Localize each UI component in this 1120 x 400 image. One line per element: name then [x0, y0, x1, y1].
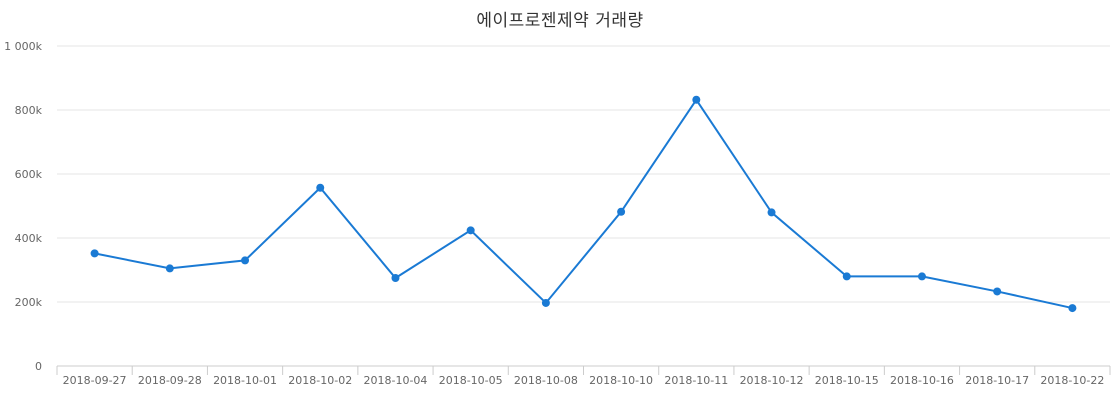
- data-point[interactable]: [316, 183, 325, 192]
- data-point[interactable]: [617, 207, 626, 216]
- data-point[interactable]: [692, 95, 701, 104]
- x-axis-ticks: 2018-09-27 2018-09-28 2018-10-01 2018-10-02…: [56, 366, 1111, 387]
- y-tick-label: 800k: [15, 104, 43, 117]
- x-tick-label: 2018-10-15: [815, 374, 879, 387]
- y-tick-label: 600k: [15, 168, 43, 181]
- data-point[interactable]: [90, 249, 99, 258]
- y-tick-label: 400k: [15, 232, 43, 245]
- x-tick-label: 2018-10-22: [1040, 374, 1104, 387]
- y-axis-ticks: 0 200k 400k 600k 800k 1 000k: [4, 40, 42, 373]
- series-line: [94, 97, 1073, 310]
- data-point[interactable]: [842, 272, 851, 281]
- x-tick-label: 2018-09-27: [63, 374, 127, 387]
- x-tick-label: 2018-10-17: [965, 374, 1029, 387]
- data-point[interactable]: [165, 264, 174, 273]
- data-points: [90, 95, 1077, 313]
- gridlines: [57, 45, 1110, 303]
- series-layer: [94, 97, 1073, 310]
- x-tick-label: 2018-09-28: [138, 374, 202, 387]
- x-tick-label: 2018-10-05: [439, 374, 503, 387]
- data-point[interactable]: [767, 208, 776, 217]
- x-tick-label: 2018-10-08: [514, 374, 578, 387]
- data-point[interactable]: [391, 274, 400, 282]
- data-point[interactable]: [541, 298, 550, 307]
- data-point[interactable]: [241, 256, 250, 265]
- y-tick-label: 200k: [15, 296, 43, 309]
- x-tick-label: 2018-10-02: [288, 374, 352, 387]
- data-point[interactable]: [466, 226, 475, 235]
- x-tick-label: 2018-10-01: [213, 374, 277, 387]
- y-tick-label: 1 000k: [4, 40, 42, 53]
- x-tick-label: 2018-10-12: [740, 374, 804, 387]
- y-tick-label: 0: [35, 360, 42, 373]
- data-point[interactable]: [917, 272, 926, 281]
- x-tick-label: 2018-10-04: [363, 374, 427, 387]
- x-tick-label: 2018-10-10: [589, 374, 653, 387]
- x-tick-label: 2018-10-11: [664, 374, 728, 387]
- chart-title: 에이프로젠제약 거래량: [476, 11, 644, 31]
- x-tick-label: 2018-10-16: [890, 374, 954, 387]
- data-point[interactable]: [993, 287, 1002, 296]
- data-point[interactable]: [1068, 304, 1077, 313]
